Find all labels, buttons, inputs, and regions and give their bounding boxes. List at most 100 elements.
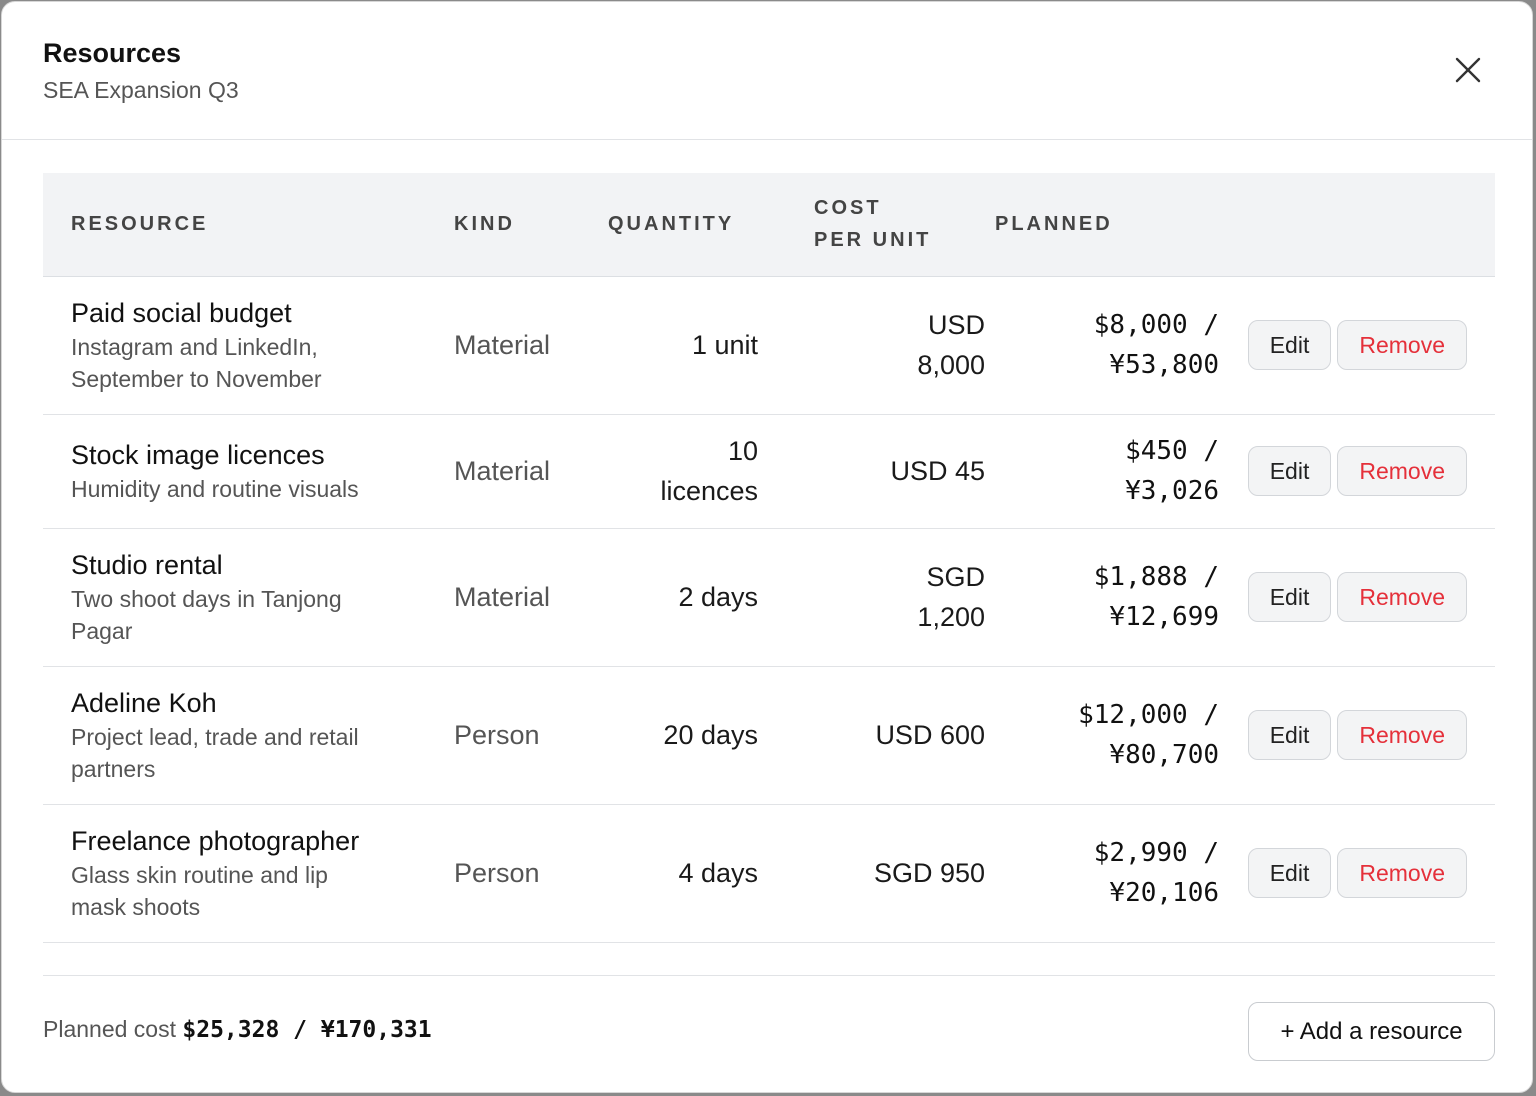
resource-description: Pagar <box>71 618 133 644</box>
planned-value: ¥20,106 <box>1109 878 1219 908</box>
quantity-cell: 2 days <box>588 528 758 667</box>
quantity-value: 10 <box>727 436 758 466</box>
resource-description: partners <box>71 756 156 782</box>
planned-value: $450 / <box>1125 436 1219 466</box>
close-button[interactable] <box>1450 52 1486 88</box>
edit-button[interactable]: Edit <box>1247 710 1332 760</box>
resource-description: Humidity and routine visuals <box>71 476 359 502</box>
actions-cell: Edit Remove <box>1219 666 1495 805</box>
resource-name: Freelance photographer <box>71 826 360 856</box>
cost-value: USD 600 <box>875 720 985 750</box>
column-header-cost-line1: COST <box>814 197 882 220</box>
remove-button[interactable]: Remove <box>1337 848 1467 898</box>
actions-cell: Edit Remove <box>1219 804 1495 943</box>
resource-description: Two shoot days in Tanjong <box>71 586 342 612</box>
actions-cell: Edit Remove <box>1219 276 1495 415</box>
column-header-actions <box>1219 173 1495 277</box>
cost-per-unit-cell: USD 8,000 <box>758 276 985 415</box>
planned-cell: $1,888 / ¥12,699 <box>985 528 1219 667</box>
cost-per-unit-cell: USD 600 <box>758 666 985 805</box>
planned-value: $8,000 / <box>1093 310 1219 340</box>
kind-cell: Person <box>426 666 588 805</box>
column-header-planned: PLANNED <box>985 173 1219 277</box>
resource-description: Project lead, trade and retail <box>71 724 359 750</box>
kind-cell: Material <box>426 276 588 415</box>
dialog-header: Resources SEA Expansion Q3 <box>2 2 1532 140</box>
cost-value: USD 45 <box>890 456 985 486</box>
add-resource-button[interactable]: + Add a resource <box>1248 1002 1495 1061</box>
column-header-resource: RESOURCE <box>43 173 426 277</box>
resource-name: Paid social budget <box>71 298 292 328</box>
cost-per-unit-cell: SGD 950 <box>758 804 985 943</box>
edit-button[interactable]: Edit <box>1247 320 1332 370</box>
actions-cell: Edit Remove <box>1219 414 1495 529</box>
cost-value: SGD <box>926 562 985 592</box>
column-header-cost-per-unit: COST PER UNIT <box>758 173 985 277</box>
cost-per-unit-cell: USD 45 <box>758 414 985 529</box>
kind-cell: Material <box>426 528 588 667</box>
quantity-value: 2 days <box>678 582 758 612</box>
cost-value: 8,000 <box>917 350 985 380</box>
quantity-cell: 10 licences <box>588 414 758 529</box>
footer-divider <box>43 975 1495 976</box>
resource-cell: Freelance photographer Glass skin routin… <box>43 804 426 943</box>
resource-description: Instagram and LinkedIn, <box>71 334 318 360</box>
kind-cell: Person <box>426 804 588 943</box>
quantity-cell: 4 days <box>588 804 758 943</box>
quantity-value: 20 days <box>663 720 758 750</box>
dialog-title: Resources <box>43 38 182 68</box>
resource-name: Studio rental <box>71 550 223 580</box>
planned-cell: $450 / ¥3,026 <box>985 414 1219 529</box>
planned-cell: $12,000 / ¥80,700 <box>985 666 1219 805</box>
quantity-value: licences <box>660 476 758 506</box>
table-row: Paid social budget Instagram and LinkedI… <box>43 276 1495 415</box>
remove-button[interactable]: Remove <box>1337 710 1467 760</box>
edit-button[interactable]: Edit <box>1247 446 1332 496</box>
planned-cell: $2,990 / ¥20,106 <box>985 804 1219 943</box>
dialog-subtitle: SEA Expansion Q3 <box>43 77 239 103</box>
planned-cost-label: Planned cost <box>43 1016 176 1042</box>
table-row: Stock image licences Humidity and routin… <box>43 414 1495 529</box>
quantity-cell: 1 unit <box>588 276 758 415</box>
quantity-cell: 20 days <box>588 666 758 805</box>
remove-button[interactable]: Remove <box>1337 572 1467 622</box>
table-row: Adeline Koh Project lead, trade and reta… <box>43 666 1495 805</box>
remove-button[interactable]: Remove <box>1337 320 1467 370</box>
resource-cell: Adeline Koh Project lead, trade and reta… <box>43 666 426 805</box>
resources-table: RESOURCE KIND QUANTITY COST PER UNIT PLA… <box>43 173 1495 943</box>
planned-cost-summary: Planned cost $25,328 / ¥170,331 <box>43 1016 432 1043</box>
edit-button[interactable]: Edit <box>1247 572 1332 622</box>
planned-value: ¥3,026 <box>1125 476 1219 506</box>
planned-value: ¥53,800 <box>1109 350 1219 380</box>
planned-value: ¥80,700 <box>1109 740 1219 770</box>
resource-description: Glass skin routine and lip <box>71 862 328 888</box>
resource-cell: Studio rental Two shoot days in Tanjong … <box>43 528 426 667</box>
resource-cell: Paid social budget Instagram and LinkedI… <box>43 276 426 415</box>
column-header-cost-line2: PER UNIT <box>814 229 932 252</box>
actions-cell: Edit Remove <box>1219 528 1495 667</box>
cost-per-unit-cell: SGD 1,200 <box>758 528 985 667</box>
cost-value: SGD 950 <box>873 858 985 888</box>
planned-cost-total: $25,328 / ¥170,331 <box>182 1017 432 1043</box>
quantity-value: 1 unit <box>691 330 758 360</box>
cost-value: USD <box>927 310 985 340</box>
resource-name: Stock image licences <box>71 440 325 470</box>
planned-value: ¥12,699 <box>1109 602 1219 632</box>
remove-button[interactable]: Remove <box>1337 446 1467 496</box>
edit-button[interactable]: Edit <box>1247 848 1332 898</box>
planned-value: $2,990 / <box>1093 838 1219 868</box>
table-row: Studio rental Two shoot days in Tanjong … <box>43 528 1495 667</box>
cost-value: 1,200 <box>917 602 985 632</box>
resource-cell: Stock image licences Humidity and routin… <box>43 414 426 529</box>
table-header-row: RESOURCE KIND QUANTITY COST PER UNIT PLA… <box>43 173 1495 277</box>
quantity-value: 4 days <box>678 858 758 888</box>
planned-value: $1,888 / <box>1093 562 1219 592</box>
planned-cell: $8,000 / ¥53,800 <box>985 276 1219 415</box>
column-header-kind: KIND <box>426 173 588 277</box>
column-header-quantity: QUANTITY <box>588 173 758 277</box>
table-row: Freelance photographer Glass skin routin… <box>43 804 1495 943</box>
planned-value: $12,000 / <box>1078 700 1219 730</box>
close-icon <box>1455 57 1481 83</box>
resource-name: Adeline Koh <box>71 688 217 718</box>
